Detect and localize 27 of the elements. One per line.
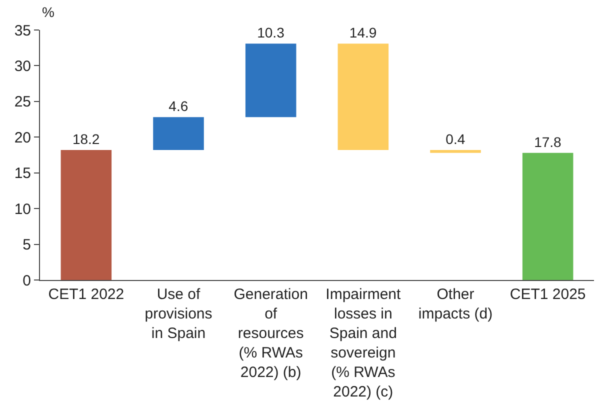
x-tick-label: Other impacts (d) [418,286,493,322]
y-tick-label: 25 [14,94,31,111]
y-tick-label: 5 [22,236,31,254]
bar [430,150,481,153]
data-label: 0.4 [446,131,466,147]
bar [153,117,204,150]
data-label: 4.6 [168,98,188,114]
x-tick-label: Use of provisions in Spain [144,286,212,342]
bar [338,44,389,150]
data-label: 18.2 [72,131,100,147]
x-tick-label: Impairment losses in Spain and sovereign (% RWAs 2022) (c) [326,286,402,400]
bar [60,150,112,280]
data-label: 14.9 [349,24,377,41]
data-label: 17.8 [534,134,562,150]
x-tick-label: Generation of resources (% RWAs 2022) (b) [234,286,308,381]
y-tick-label: 15 [14,165,31,182]
x-tick-label: CET1 2022 [48,286,124,303]
y-tick-label: 35 [14,22,31,40]
y-axis-title: % [42,4,54,20]
data-label: 10.3 [257,24,285,41]
y-tick-label: 0 [22,272,31,290]
y-tick-label: 30 [14,58,31,75]
bar [245,44,296,118]
y-tick-label: 10 [14,200,31,218]
bar [522,152,574,280]
y-tick-label: 20 [14,129,31,146]
x-tick-label: CET1 2025 [510,286,586,303]
